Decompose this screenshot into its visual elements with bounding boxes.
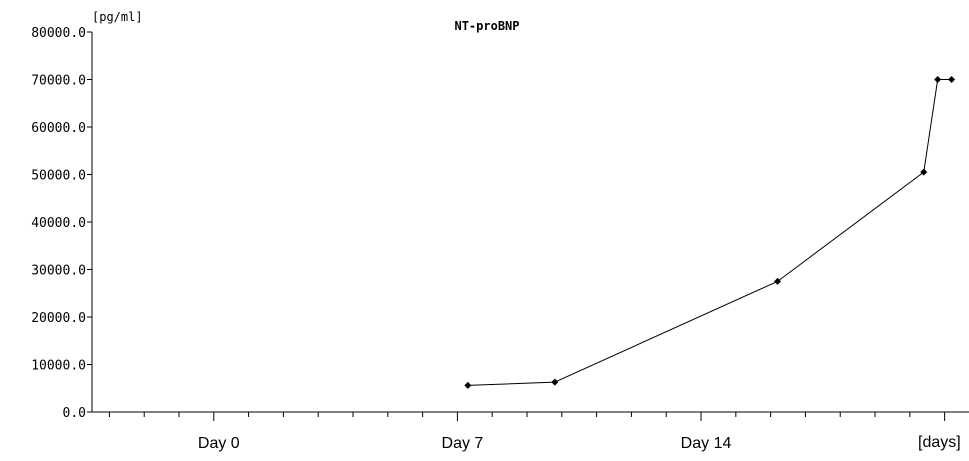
x-labels: Day 0 Day 7 Day 14 (198, 435, 732, 452)
y-tick-label: 80000.0 (31, 26, 86, 41)
x-axis-unit: [days] (918, 434, 961, 451)
series-line (467, 79, 952, 386)
y-ticks: 0.0 10000.0 20000.0 30000.0 40000.0 50000.0 60… (31, 26, 92, 421)
x-tick-label: Day 7 (442, 435, 484, 452)
data-point (774, 277, 782, 285)
y-tick-label: 60000.0 (31, 121, 86, 136)
x-tick-label: Day 14 (681, 435, 732, 452)
x-ticks (108, 412, 946, 421)
data-point (934, 76, 942, 83)
x-tick-label: Day 0 (198, 435, 240, 452)
data-point (551, 378, 559, 386)
y-tick-label: 20000.0 (31, 311, 86, 326)
data-point (920, 168, 928, 176)
y-tick-label: 40000.0 (31, 216, 86, 231)
data-point (464, 381, 472, 389)
series (464, 76, 956, 389)
y-axis-unit: [pg/ml] (92, 10, 143, 24)
chart-title: NT-proBNP (454, 19, 519, 33)
y-tick-label: 0.0 (63, 406, 86, 421)
y-tick-label: 10000.0 (31, 359, 86, 374)
y-tick-label: 70000.0 (31, 74, 86, 89)
y-tick-label: 50000.0 (31, 169, 86, 184)
data-point (948, 76, 956, 83)
y-tick-label: 30000.0 (31, 264, 86, 279)
